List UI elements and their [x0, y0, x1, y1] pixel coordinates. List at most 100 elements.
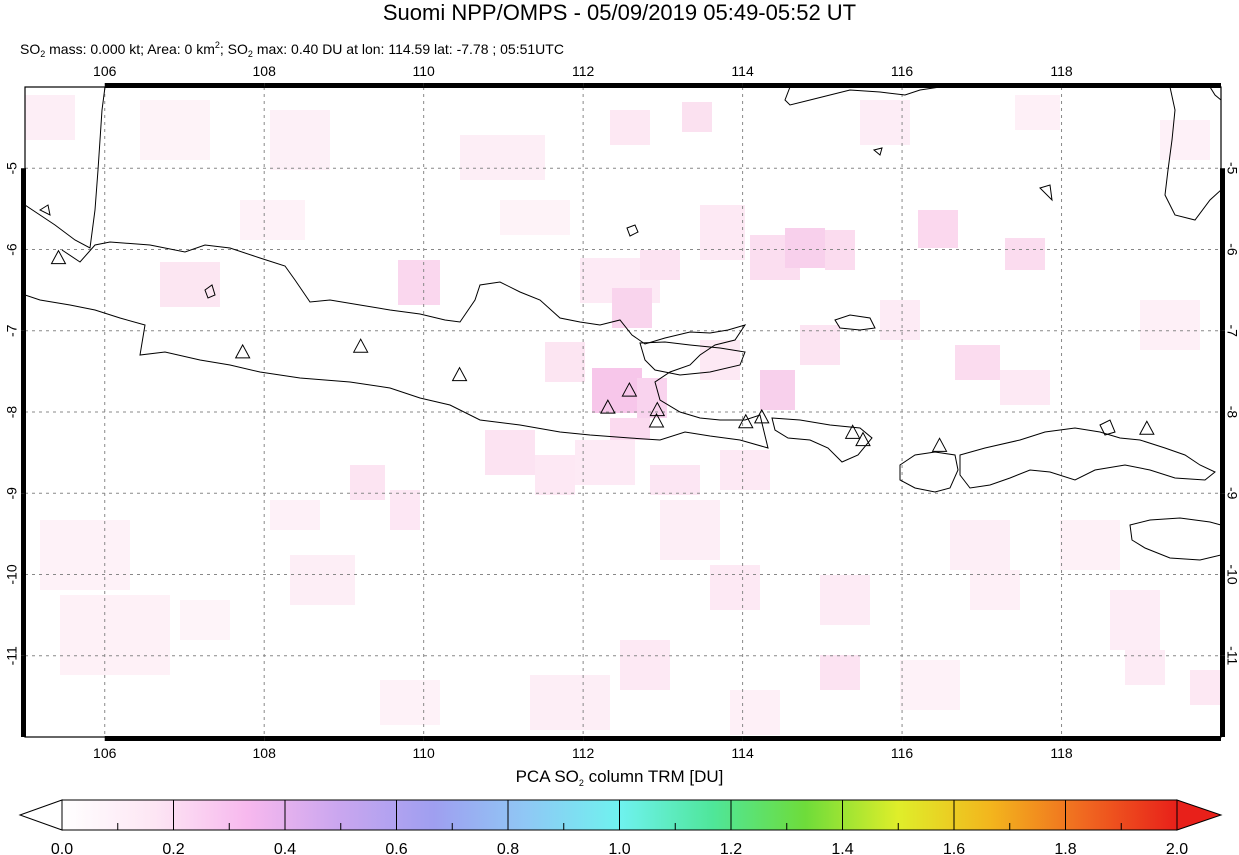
frame-bar-left [21, 493, 26, 656]
volcano-marker [50, 249, 67, 265]
latitude-label: -11 [1224, 646, 1239, 665]
so2-subscript: 2 [247, 49, 253, 59]
frame-bar-bottom [104, 736, 265, 741]
longitude-labels-top: 106 108 110 112 114 116 118 [93, 63, 1073, 79]
colorbar-tick-label: 0.8 [497, 841, 519, 855]
frame-bar-top [104, 83, 265, 88]
latitude-label: -9 [1224, 487, 1239, 500]
colorbar-tick-label: 0.0 [51, 841, 73, 855]
so2-pixel-layer [25, 95, 1220, 735]
colorbar-low-arrow [18, 799, 63, 831]
latitude-label: -8 [1224, 406, 1239, 419]
volcano-marker [648, 412, 665, 428]
latitude-label: -9 [4, 487, 20, 500]
latitude-label: -7 [4, 324, 20, 337]
frame-bar-left [21, 168, 26, 331]
volcano-marker [600, 399, 616, 414]
colorbar-tick-label: 1.6 [943, 841, 965, 855]
colorbar-ticks [61, 800, 1178, 830]
so2-subscript: 2 [40, 49, 46, 59]
colorbar-title-suffix: column TRM [DU] [583, 767, 724, 786]
frame-bar-top [1061, 83, 1221, 88]
longitude-label: 114 [731, 63, 754, 79]
frame-bar-top [264, 83, 424, 88]
longitude-label: 116 [891, 63, 914, 79]
frame-bar-top [742, 83, 903, 88]
latitude-label: -11 [4, 646, 20, 665]
latitude-label: -10 [4, 564, 20, 584]
colorbar-tick-label: 1.0 [608, 841, 630, 855]
frame-scale-bars [21, 83, 1225, 741]
colorbar-title: PCA SO2 column TRM [DU] [0, 766, 1239, 794]
longitude-labels-bottom: 106 108 110 112 114 116 118 [93, 745, 1073, 761]
colorbar-tick-labels: 0.0 0.2 0.4 0.6 0.8 1.0 1.2 1.4 1.6 1.8 2.0 [51, 841, 1188, 855]
colorbar-high-arrow [1176, 799, 1223, 831]
so2-max-label: ; SO [219, 41, 248, 57]
frame-bar-right [1220, 330, 1225, 494]
so2-mass-label: SO [20, 41, 41, 57]
colorbar-tick-label: 0.6 [385, 841, 407, 855]
colorbar-tick-label: 0.2 [162, 841, 184, 855]
frame-bar-right [1220, 168, 1225, 331]
volcano-marker [737, 413, 754, 429]
frame-bar-left [21, 330, 26, 494]
longitude-label: 108 [253, 745, 277, 761]
latitude-labels-left: -5 -6 -7 -8 -9 -10 -11 [4, 162, 20, 666]
frame-bar-bottom [423, 736, 584, 741]
longitude-label: 110 [413, 63, 436, 79]
longitude-label: 106 [93, 63, 117, 79]
frame-bar-top [902, 83, 1062, 88]
colorbar-tick-label: 0.4 [274, 841, 296, 855]
latitude-label: -5 [4, 162, 20, 175]
frame-bar-bottom [264, 736, 424, 741]
latitude-label: -7 [1224, 325, 1239, 338]
frame-bar-left [21, 655, 26, 737]
volcano-marker [621, 382, 638, 397]
colorbar-title-prefix: PCA SO [515, 767, 579, 786]
graticule [25, 87, 1221, 737]
volcano-marker [844, 424, 861, 439]
latitude-label: -5 [1224, 162, 1239, 175]
frame-bar-bottom [583, 736, 743, 741]
so2-summary: SO2 mass: 0.000 kt; Area: 0 km2; SO2 max… [20, 36, 564, 63]
frame-bar-right [1220, 493, 1225, 656]
volcano-marker [855, 431, 871, 447]
longitude-label: 108 [253, 63, 277, 79]
frame-bar-top [583, 83, 743, 88]
volcano-marker [1139, 420, 1155, 435]
longitude-label: 106 [93, 745, 117, 761]
latitude-label: -8 [4, 406, 20, 419]
volcano-marker [352, 338, 369, 353]
longitude-label: 112 [572, 63, 595, 79]
so2-mass-text: mass: 0.000 kt; Area: 0 km [45, 41, 215, 57]
latitude-label: -6 [4, 243, 20, 256]
map-title: Suomi NPP/OMPS - 05/09/2019 05:49-05:52 … [382, 0, 857, 25]
volcano-markers [50, 249, 1155, 452]
longitude-label: 118 [1050, 745, 1073, 761]
volcano-marker [931, 437, 948, 452]
colorbar-tick-label: 1.2 [720, 841, 742, 855]
latitude-labels-right: -5 -6 -7 -8 -9 -10 -11 [1224, 162, 1239, 666]
latitude-label: -10 [1224, 564, 1239, 584]
volcano-marker [234, 343, 251, 359]
volcano-marker [753, 408, 770, 424]
frame-bar-bottom [1061, 736, 1221, 741]
volcano-marker [451, 366, 468, 382]
longitude-label: 118 [1050, 63, 1073, 79]
frame-bar-bottom [742, 736, 903, 741]
longitude-label: 114 [731, 745, 754, 761]
coastlines [25, 87, 1221, 561]
colorbar-tick-label: 1.4 [831, 841, 853, 855]
colorbar-title-subscript: 2 [578, 778, 584, 788]
colorbar-tick-label: 2.0 [1166, 841, 1188, 855]
so2-max-text: max: 0.40 DU at lon: 114.59 lat: -7.78 ;… [252, 41, 564, 57]
latitude-label: -6 [1224, 243, 1239, 256]
longitude-label: 116 [891, 745, 914, 761]
frame-bar-right [1220, 655, 1225, 737]
longitude-label: 112 [572, 745, 595, 761]
longitude-label: 110 [413, 745, 436, 761]
frame-bar-top [423, 83, 584, 88]
colorbar-tick-label: 1.8 [1054, 841, 1076, 855]
frame-bar-bottom [902, 736, 1062, 741]
